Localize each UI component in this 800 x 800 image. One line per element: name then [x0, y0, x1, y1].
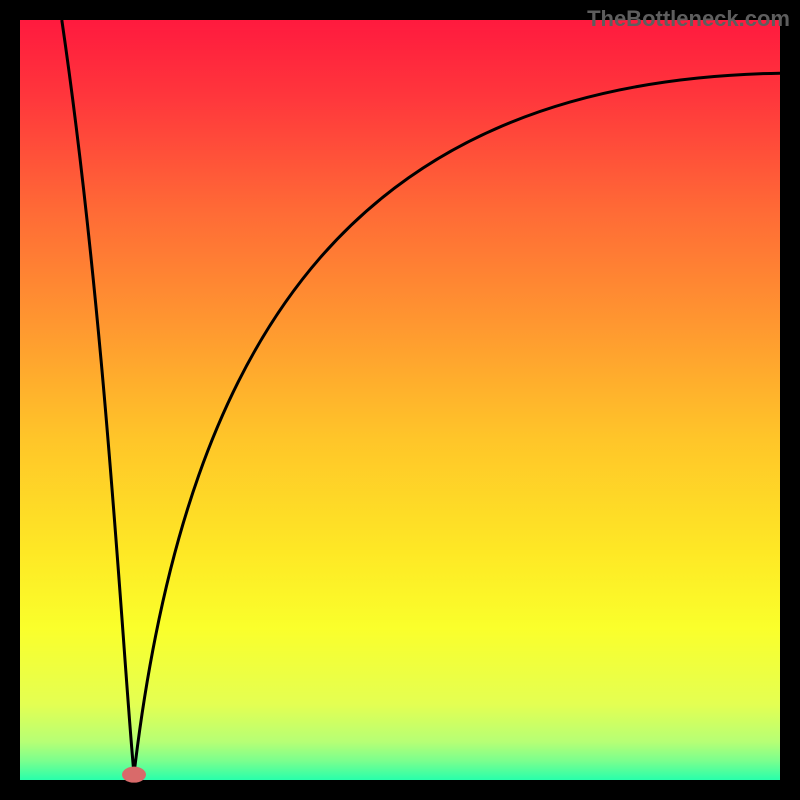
optimal-point-marker [122, 767, 146, 783]
chart-container: TheBottleneck.com [0, 0, 800, 800]
bottleneck-chart [0, 0, 800, 800]
watermark-text: TheBottleneck.com [587, 6, 790, 32]
plot-background [20, 20, 780, 780]
